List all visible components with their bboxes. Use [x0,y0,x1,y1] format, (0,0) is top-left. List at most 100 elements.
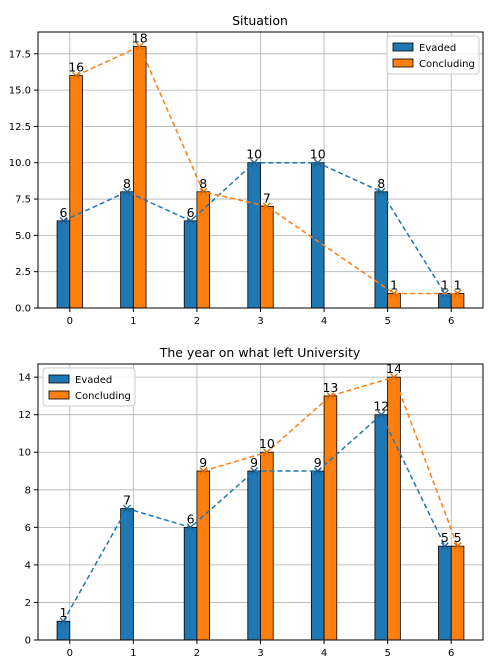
x-tick-label: 2 [194,648,200,659]
marker-stroke [123,187,131,196]
marker-stroke [186,216,195,225]
marker-concluding [390,289,398,298]
x-tick-label: 6 [448,316,454,327]
marker-stroke [313,158,322,167]
marker-concluding [72,71,81,80]
legend-swatch-concluding [48,390,70,400]
marker-concluding [453,289,462,298]
data-label: 1 [390,277,398,292]
marker-evaded [186,216,195,225]
data-label: 6 [59,205,67,220]
marker-stroke [377,187,386,196]
marker-concluding [135,42,144,51]
data-label: 6 [187,511,195,526]
data-label: 16 [68,60,84,75]
marker-stroke [135,42,144,51]
x-tick-label: 1 [130,316,136,327]
y-tick-label: 14 [18,373,31,384]
marker-evaded [59,216,68,225]
x-tick-label: 5 [384,648,390,659]
marker-stroke [390,373,398,382]
marker-evaded [186,523,195,532]
series-line-concluding [203,376,459,547]
y-tick-label: 0.0 [15,304,31,315]
data-label: 6 [187,205,195,220]
marker-evaded [123,504,131,513]
bar-concluding [387,376,401,641]
y-tick-label: 10.0 [9,158,31,169]
x-tick-label: 0 [67,316,73,327]
marker-stroke [250,158,259,167]
data-label: 8 [377,176,385,191]
legend-label-evaded: Evaded [75,375,112,386]
series-lines [59,373,462,626]
x-tick-label: 5 [384,316,390,327]
data-label: 5 [454,530,462,545]
data-label: 13 [322,380,338,395]
marker-concluding [262,448,271,457]
bar-evaded [310,470,325,641]
bar-evaded [56,620,71,641]
data-label: 5 [441,530,449,545]
legend-swatch-evaded [392,42,414,52]
data-label: 7 [263,190,271,205]
bar-concluding [260,451,274,641]
x-tick-label: 4 [321,316,327,327]
marker-evaded [123,187,131,196]
data-label: 8 [199,176,207,191]
marker-stroke [440,542,449,551]
y-tick-label: 10 [18,448,31,459]
data-label: 18 [132,31,148,46]
marker-stroke [453,289,462,298]
chart-title: The year on what left University [159,345,361,360]
data-label: 1 [441,277,449,292]
y-tick-label: 7.5 [15,195,31,206]
legend-swatch-concluding [392,58,414,68]
x-tick-label: 1 [130,648,136,659]
bar-evaded [247,162,261,309]
x-tick-label: 6 [448,648,454,659]
bar-concluding [69,75,83,309]
series-lines [59,42,462,298]
bar-concluding [196,191,211,309]
marker-stroke [72,71,81,80]
data-label: 10 [310,147,326,162]
marker-concluding [326,391,335,400]
x-tick-label: 4 [321,648,327,659]
x-tick-label: 0 [67,648,73,659]
marker-evaded [377,410,386,419]
marker-evaded [440,542,449,551]
data-label: 9 [314,455,322,470]
marker-evaded [250,467,259,475]
bar-evaded [56,220,71,309]
y-axis: 0 2 4 6 8 10 12 14 [18,373,38,647]
bar-concluding [450,545,465,641]
legend-label-concluding: Concluding [75,391,131,402]
y-tick-label: 12.5 [9,122,31,133]
legend-swatch-evaded [48,374,70,384]
marker-concluding [453,542,462,551]
marker-concluding [199,467,208,475]
y-tick-label: 8 [25,485,31,496]
bar-concluding [132,46,147,309]
marker-stroke [326,391,335,400]
y-tick-label: 6 [25,523,31,534]
data-label: 14 [386,361,402,376]
bar-evaded [120,508,134,641]
bar-evaded [310,162,325,309]
data-label: 7 [123,493,131,508]
legend: Evaded Concluding [42,367,136,407]
legend: Evaded Concluding [386,35,480,75]
data-label: 10 [259,436,275,451]
marker-concluding [262,202,271,211]
bar-concluding [323,395,338,641]
data-label: 9 [199,455,207,470]
x-tick-label: 2 [194,316,200,327]
data-label: 10 [246,147,262,162]
bar-evaded [374,191,389,309]
x-tick-label: 3 [257,648,263,659]
marker-stroke [390,289,398,298]
